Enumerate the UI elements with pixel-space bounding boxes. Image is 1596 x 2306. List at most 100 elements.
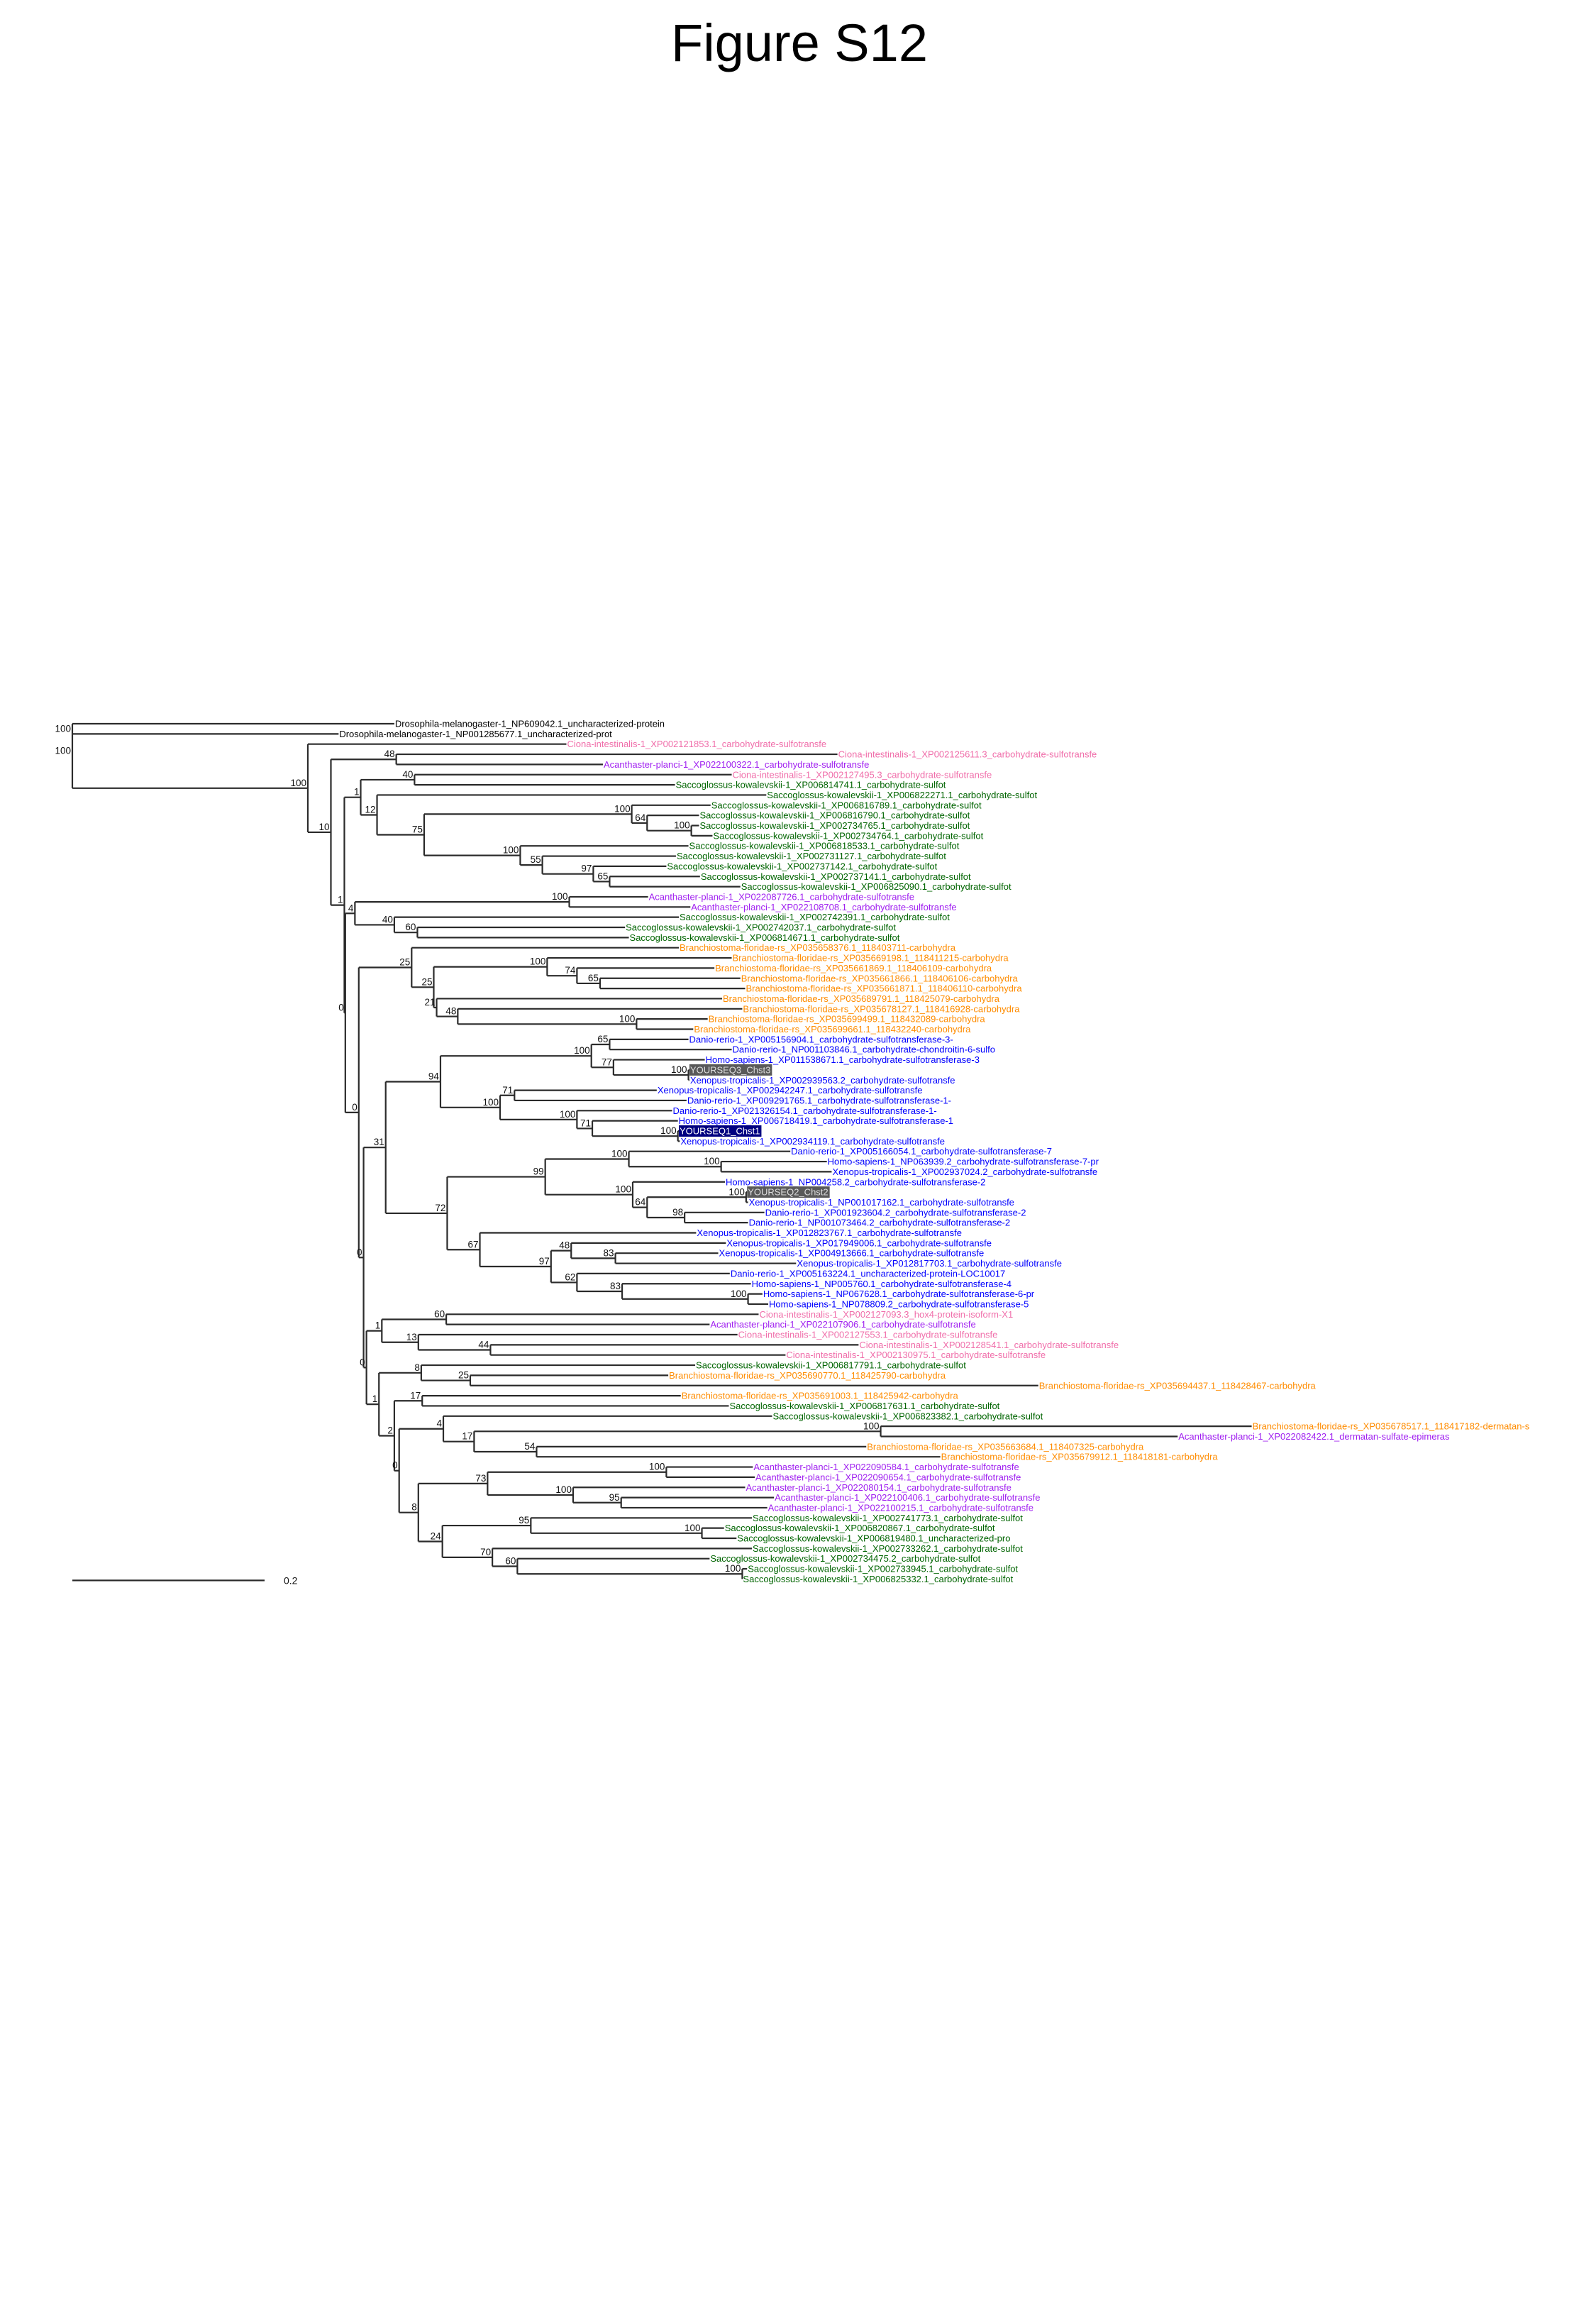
bootstrap-value: 1 [354,787,360,798]
bootstrap-value: 71 [502,1085,513,1096]
scale-bar: 0.2 [72,1574,298,1586]
bootstrap-value: 100 [863,1420,880,1431]
bootstrap-value: 100 [685,1523,701,1533]
tip-label: Xenopus-tropicalis-1_XP002937024.2_carbo… [832,1166,1097,1177]
bootstrap-value: 100 [660,1125,677,1136]
bootstrap-value: 100 [552,891,568,902]
tip-label: Xenopus-tropicalis-1_XP002934119.1_carbo… [680,1136,945,1147]
tip-label: Xenopus-tropicalis-1_NP001017162.1_carbo… [749,1197,1014,1208]
tip-label: Saccoglossus-kowalevskii-1_XP006817631.1… [729,1401,999,1411]
tip-label: Ciona-intestinalis-1_XP002127495.3_carbo… [733,769,992,780]
bootstrap-value: 100 [55,723,71,734]
bootstrap-value: 100 [649,1462,665,1472]
tip-label: Saccoglossus-kowalevskii-1_XP006822271.1… [767,790,1037,800]
bootstrap-value: 83 [610,1281,621,1291]
query-sequence-label: YOURSEQ3_Chst3 [690,1064,770,1075]
tip-label: Saccoglossus-kowalevskii-1_XP002734475.2… [710,1553,980,1564]
bootstrap-value: 25 [458,1370,469,1381]
tip-label: Saccoglossus-kowalevskii-1_XP006819480.1… [737,1533,1010,1544]
tip-label: Saccoglossus-kowalevskii-1_XP002733262.1… [753,1543,1023,1554]
bootstrap-value: 1 [372,1394,378,1404]
tip-label: Ciona-intestinalis-1_XP002121853.1_carbo… [567,739,826,749]
tip-label: Saccoglossus-kowalevskii-1_XP006814741.1… [676,780,946,790]
bootstrap-value: 100 [55,745,71,756]
bootstrap-value: 17 [410,1390,421,1401]
bootstrap-value: 64 [635,1197,646,1208]
tip-label: Acanthaster-planci-1_XP022100322.1_carbo… [604,759,869,770]
bootstrap-value: 100 [671,1064,687,1075]
tip-label: Xenopus-tropicalis-1_XP012817703.1_carbo… [797,1258,1062,1269]
bootstrap-value: 4 [348,903,354,913]
bootstrap-value: 55 [531,854,541,865]
bootstrap-value: 40 [382,914,393,925]
tip-label: Saccoglossus-kowalevskii-1_XP006820867.1… [725,1523,995,1533]
tip-label: Saccoglossus-kowalevskii-1_XP002742037.1… [626,922,896,933]
tip-label: Acanthaster-planci-1_XP022087726.1_carbo… [649,891,914,902]
bootstrap-value: 1 [338,895,343,905]
bootstrap-value: 75 [412,824,423,835]
query-highlight-box [679,1125,762,1137]
tip-label: Ciona-intestinalis-1_XP002128541.1_carbo… [859,1340,1119,1350]
bootstrap-value: 44 [478,1340,489,1350]
bootstrap-value: 100 [503,845,519,856]
tip-label: Branchiostoma-floridae-rs_XP035661869.1_… [715,963,992,973]
tip-label: Drosophila-melanogaster-1_NP001285677.1_… [339,729,612,739]
bootstrap-value: 97 [581,864,592,874]
tip-label: Acanthaster-planci-1_XP022108708.1_carbo… [691,902,956,912]
bootstrap-value: 100 [725,1563,741,1574]
bootstrap-value: 0 [360,1357,365,1367]
tip-label: Branchiostoma-floridae-rs_XP035658376.1_… [680,942,956,953]
bootstrap-value: 65 [597,1034,608,1044]
tip-label: Danio-rerio-1_XP005156904.1_carbohydrate… [689,1034,953,1044]
tip-label: Acanthaster-planci-1_XP022080154.1_carbo… [746,1482,1012,1493]
tip-label: Danio-rerio-1_NP001103846.1_carbohydrate… [733,1044,995,1055]
tip-labels: Drosophila-melanogaster-1_NP609042.1_unc… [339,719,1529,1584]
bootstrap-value: 62 [565,1271,575,1282]
tip-label: Xenopus-tropicalis-1_XP002942247.1_carbo… [658,1085,923,1096]
bootstrap-value: 2 [387,1425,393,1435]
tip-label: Acanthaster-planci-1_XP022090584.1_carbo… [753,1462,1019,1472]
tip-label: Saccoglossus-kowalevskii-1_XP006816789.1… [711,800,982,810]
bootstrap-value: 4 [437,1418,443,1429]
tip-label: Branchiostoma-floridae-rs_XP035699499.1_… [709,1014,986,1025]
bootstrap-value: 40 [402,769,413,780]
bootstrap-value: 100 [560,1109,576,1120]
tip-label: Branchiostoma-floridae-rs_XP035689791.1_… [723,993,1000,1004]
bootstrap-value: 100 [611,1148,628,1159]
tip-label: Homo-sapiens-1_XP011538671.1_carbohydrat… [706,1054,980,1065]
bootstrap-value: 98 [672,1207,683,1218]
tip-label: Branchiostoma-floridae-rs_XP035691003.1_… [682,1391,959,1401]
bootstrap-value: 21 [425,997,436,1008]
bootstrap-value: 48 [384,749,395,759]
tip-label: Saccoglossus-kowalevskii-1_XP006825332.1… [743,1574,1013,1584]
tip-label: Ciona-intestinalis-1_XP002127093.3_hox4-… [759,1309,1013,1320]
bootstrap-value: 97 [539,1256,550,1267]
bootstrap-value: 100 [619,1013,636,1024]
tip-label: Drosophila-melanogaster-1_NP609042.1_unc… [395,719,665,729]
bootstrap-value: 60 [405,922,416,932]
tip-label: Homo-sapiens-1_NP005760.1_carbohydrate-s… [752,1279,1012,1289]
tip-label: Danio-rerio-1_XP005166054.1_carbohydrate… [791,1146,1052,1157]
tip-label: Branchiostoma-floridae-rs_XP035699661.1_… [694,1024,971,1035]
tip-label: Saccoglossus-kowalevskii-1_XP002742391.1… [680,912,950,922]
tip-label: Danio-rerio-1_XP021326154.1_carbohydrate… [673,1105,937,1116]
bootstrap-value: 72 [435,1203,445,1213]
tip-label: Xenopus-tropicalis-1_XP004913666.1_carbo… [719,1248,985,1259]
bootstrap-value: 70 [480,1547,491,1557]
bootstrap-value: 100 [614,803,631,814]
tip-label: Xenopus-tropicalis-1_XP017949006.1_carbo… [726,1237,992,1248]
bootstrap-value: 60 [434,1308,445,1319]
tip-label: Branchiostoma-floridae-rs_XP035694437.1_… [1039,1380,1317,1391]
bootstrap-value: 25 [421,976,432,987]
tip-label: Saccoglossus-kowalevskii-1_XP002733945.1… [748,1564,1018,1574]
bootstrap-value: 67 [467,1239,478,1249]
tip-label: Ciona-intestinalis-1_XP002125611.3_carbo… [838,749,1097,760]
bootstrap-value: 100 [555,1484,572,1495]
tip-label: Homo-sapiens-1_XP006718419.1_carbohydrat… [679,1115,953,1126]
tip-label: Ciona-intestinalis-1_XP002127553.1_carbo… [738,1330,998,1340]
bootstrap-value: 24 [431,1530,442,1541]
tip-label: Acanthaster-planci-1_XP022082422.1_derma… [1178,1431,1450,1442]
bootstrap-value: 100 [674,820,690,831]
bootstrap-value: 12 [365,804,376,815]
